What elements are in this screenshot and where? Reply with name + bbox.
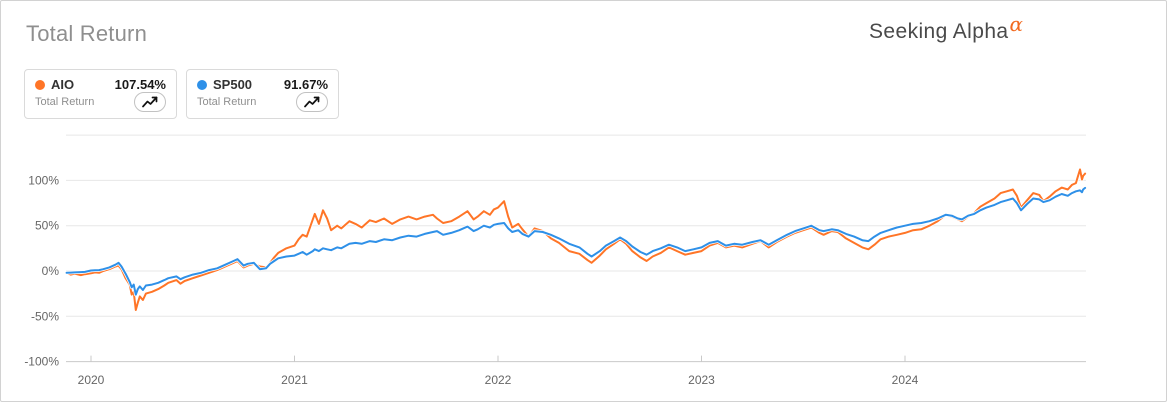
x-axis-label: 2022 <box>485 373 512 387</box>
y-axis-label: -50% <box>31 309 59 323</box>
trend-chart-button-sp500[interactable] <box>296 92 328 112</box>
seeking-alpha-logo: Seeking Alphaα <box>869 12 1023 44</box>
y-axis-label: 50% <box>35 219 59 233</box>
page-title: Total Return <box>26 21 148 46</box>
series-line-aio[interactable] <box>65 168 1087 311</box>
x-axis-label: 2021 <box>281 373 308 387</box>
legend-card-aio[interactable]: AIO 107.54% Total Return <box>24 69 177 119</box>
brand-alpha-icon: α <box>1009 12 1024 36</box>
trending-up-icon <box>304 96 320 108</box>
series-line-sp500[interactable] <box>65 186 1087 296</box>
series-halo-sp500 <box>64 186 1087 297</box>
legend-card-sp500[interactable]: SP500 91.67% Total Return <box>186 69 339 119</box>
series-metric-label-aio: Total Return <box>35 96 95 108</box>
series-color-dot-sp500 <box>197 79 207 90</box>
series-return-value-aio: 107.54% <box>114 77 166 92</box>
series-symbol-aio: AIO <box>51 77 75 92</box>
x-axis-label: 2023 <box>688 373 715 387</box>
series-halo-aio <box>64 167 1087 312</box>
series-metric-label-sp500: Total Return <box>197 96 257 108</box>
brand-text: Seeking Alpha <box>869 20 1009 43</box>
x-axis-label: 2020 <box>78 373 105 387</box>
trending-up-icon <box>142 96 158 108</box>
y-axis-label: -100% <box>24 355 59 369</box>
series-symbol-sp500: SP500 <box>213 77 253 92</box>
y-axis-label: 0% <box>42 264 60 278</box>
series-return-value-sp500: 91.67% <box>283 77 328 92</box>
y-axis-label: 100% <box>28 173 59 187</box>
trend-chart-button-aio[interactable] <box>134 92 166 112</box>
series-color-dot-aio <box>35 79 45 90</box>
legend: AIO 107.54% Total Return SP500 91.67% <box>24 69 339 119</box>
x-axis-label: 2024 <box>892 373 919 387</box>
